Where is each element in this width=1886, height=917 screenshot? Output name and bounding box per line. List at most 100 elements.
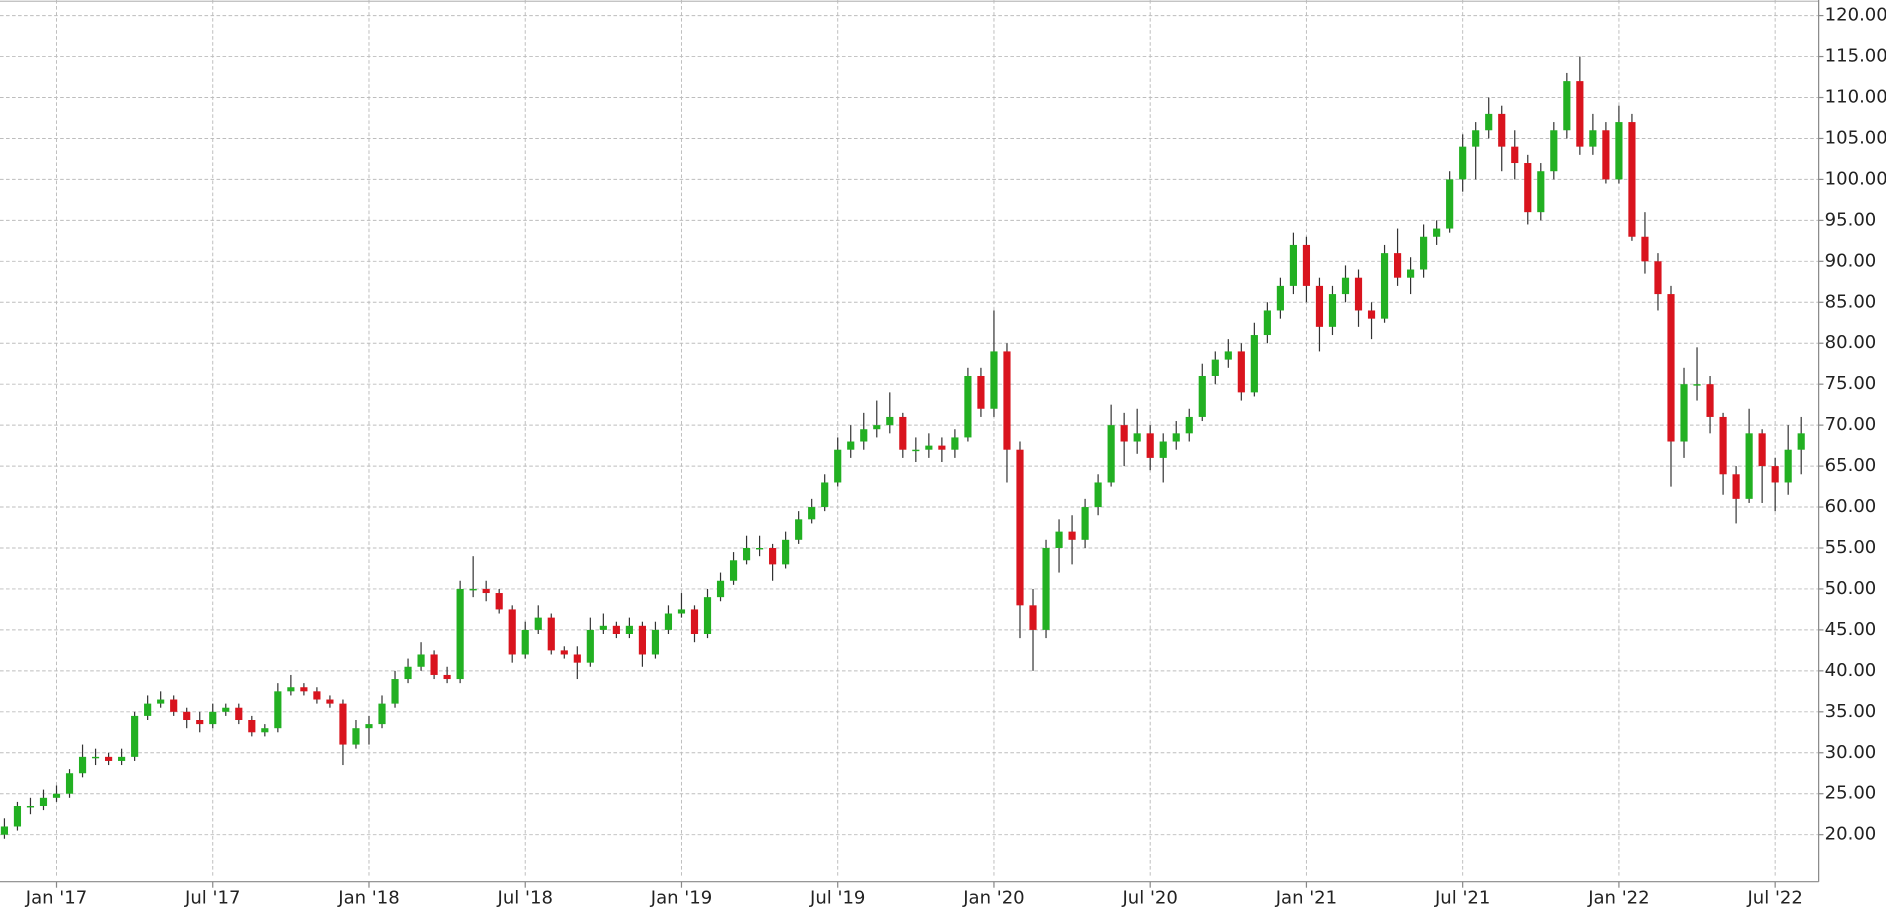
candle-body — [1511, 146, 1519, 164]
x-tick-label: Jul '18 — [497, 888, 553, 909]
candle-body — [118, 756, 126, 761]
candle-body — [990, 351, 998, 409]
candle-body — [1446, 179, 1454, 229]
x-tick-label: Jan '19 — [650, 888, 712, 909]
y-tick-label: 35.00 — [1825, 701, 1877, 722]
x-tick-label: Jul '20 — [1121, 888, 1177, 909]
candle-body — [1224, 351, 1232, 360]
y-tick-label: 75.00 — [1825, 373, 1877, 394]
candle-body — [521, 629, 529, 655]
candle-body — [873, 425, 881, 430]
candle-body — [52, 793, 61, 798]
candle-body — [1472, 130, 1480, 147]
candle-body — [677, 609, 686, 614]
candle-body — [183, 711, 191, 721]
candle-body — [729, 560, 738, 581]
candle-body — [1289, 244, 1297, 286]
candle-body — [1341, 277, 1350, 295]
candle-body — [456, 588, 464, 680]
candle-body — [300, 687, 308, 692]
x-tick-label: Jan '22 — [1587, 888, 1649, 909]
candle-body — [495, 593, 503, 610]
candle-body — [352, 728, 360, 745]
candle-body — [1068, 531, 1076, 540]
candle-body — [508, 609, 516, 655]
candle-body — [144, 703, 152, 716]
x-tick-label: Jan '21 — [1275, 888, 1337, 909]
y-tick-label: 115.00 — [1825, 46, 1886, 67]
candle-body — [742, 547, 751, 561]
candle-body — [716, 580, 725, 598]
y-tick-label: 110.00 — [1825, 87, 1886, 108]
candle-body — [1459, 146, 1467, 180]
candle-body — [1602, 130, 1610, 180]
candle-body — [690, 609, 699, 634]
y-tick-label: 95.00 — [1825, 209, 1877, 230]
candle-body — [1016, 449, 1024, 606]
candle-body — [899, 416, 907, 450]
x-tick-label: Jan '17 — [25, 888, 87, 909]
y-tick-label: 90.00 — [1825, 250, 1877, 271]
candle-body — [860, 429, 868, 442]
candle-body — [1393, 253, 1402, 278]
candle-body — [795, 519, 803, 540]
candle-body — [417, 654, 425, 667]
candle-body — [651, 629, 660, 655]
candle-body — [91, 756, 100, 759]
candle-body — [625, 625, 633, 634]
y-tick-label: 45.00 — [1825, 619, 1877, 640]
y-tick-label: 65.00 — [1825, 455, 1877, 476]
candle-body — [1485, 113, 1493, 131]
candle-body — [638, 625, 646, 655]
candle-body — [1237, 351, 1245, 393]
x-tick-label: Jul '21 — [1434, 888, 1490, 909]
candle-body — [78, 756, 87, 774]
candle-body — [170, 699, 178, 712]
candle-body — [769, 547, 777, 565]
y-tick-label: 55.00 — [1825, 537, 1877, 558]
candle-body — [1433, 228, 1441, 237]
candle-body — [261, 728, 269, 733]
candle-body — [287, 687, 295, 692]
candle-body — [222, 707, 230, 712]
candle-body — [1498, 113, 1506, 147]
candle-body — [612, 625, 620, 634]
candle-body — [1250, 335, 1258, 393]
candle-body — [391, 679, 399, 704]
candle-body — [1042, 547, 1050, 630]
candle-body — [964, 375, 972, 438]
candle-body — [1263, 310, 1271, 336]
candle-body — [1367, 310, 1376, 319]
candle-body — [482, 588, 490, 594]
candle-body — [404, 666, 412, 680]
candle-body — [1784, 449, 1792, 483]
candle-body — [1745, 433, 1753, 499]
candle-body — [938, 445, 946, 450]
candle-body — [1107, 425, 1115, 483]
candle-body — [1328, 294, 1337, 327]
candle-body — [834, 449, 842, 483]
candle-body — [339, 703, 347, 745]
y-tick-label: 60.00 — [1825, 496, 1877, 517]
candle-body — [1146, 433, 1154, 458]
candle-body — [925, 445, 933, 450]
x-tick-label: Jul '22 — [1746, 888, 1802, 909]
candle-body — [105, 756, 113, 761]
candle-body — [1407, 269, 1415, 278]
candle-body — [1302, 244, 1311, 286]
candle-body — [1537, 171, 1545, 213]
candle-body — [1029, 605, 1037, 630]
y-tick-label: 50.00 — [1825, 578, 1877, 599]
candle-body — [1589, 130, 1597, 147]
candle-body — [1094, 482, 1102, 508]
candle-body — [782, 539, 790, 565]
candle-body — [157, 699, 165, 704]
candle-body — [65, 773, 74, 794]
candle-body — [1797, 433, 1805, 450]
candle-body — [248, 720, 256, 733]
candle-body — [39, 797, 48, 807]
candle-body — [586, 629, 594, 663]
candle-body — [1550, 130, 1558, 172]
candle-body — [1654, 261, 1662, 295]
candle-body — [1380, 253, 1389, 319]
